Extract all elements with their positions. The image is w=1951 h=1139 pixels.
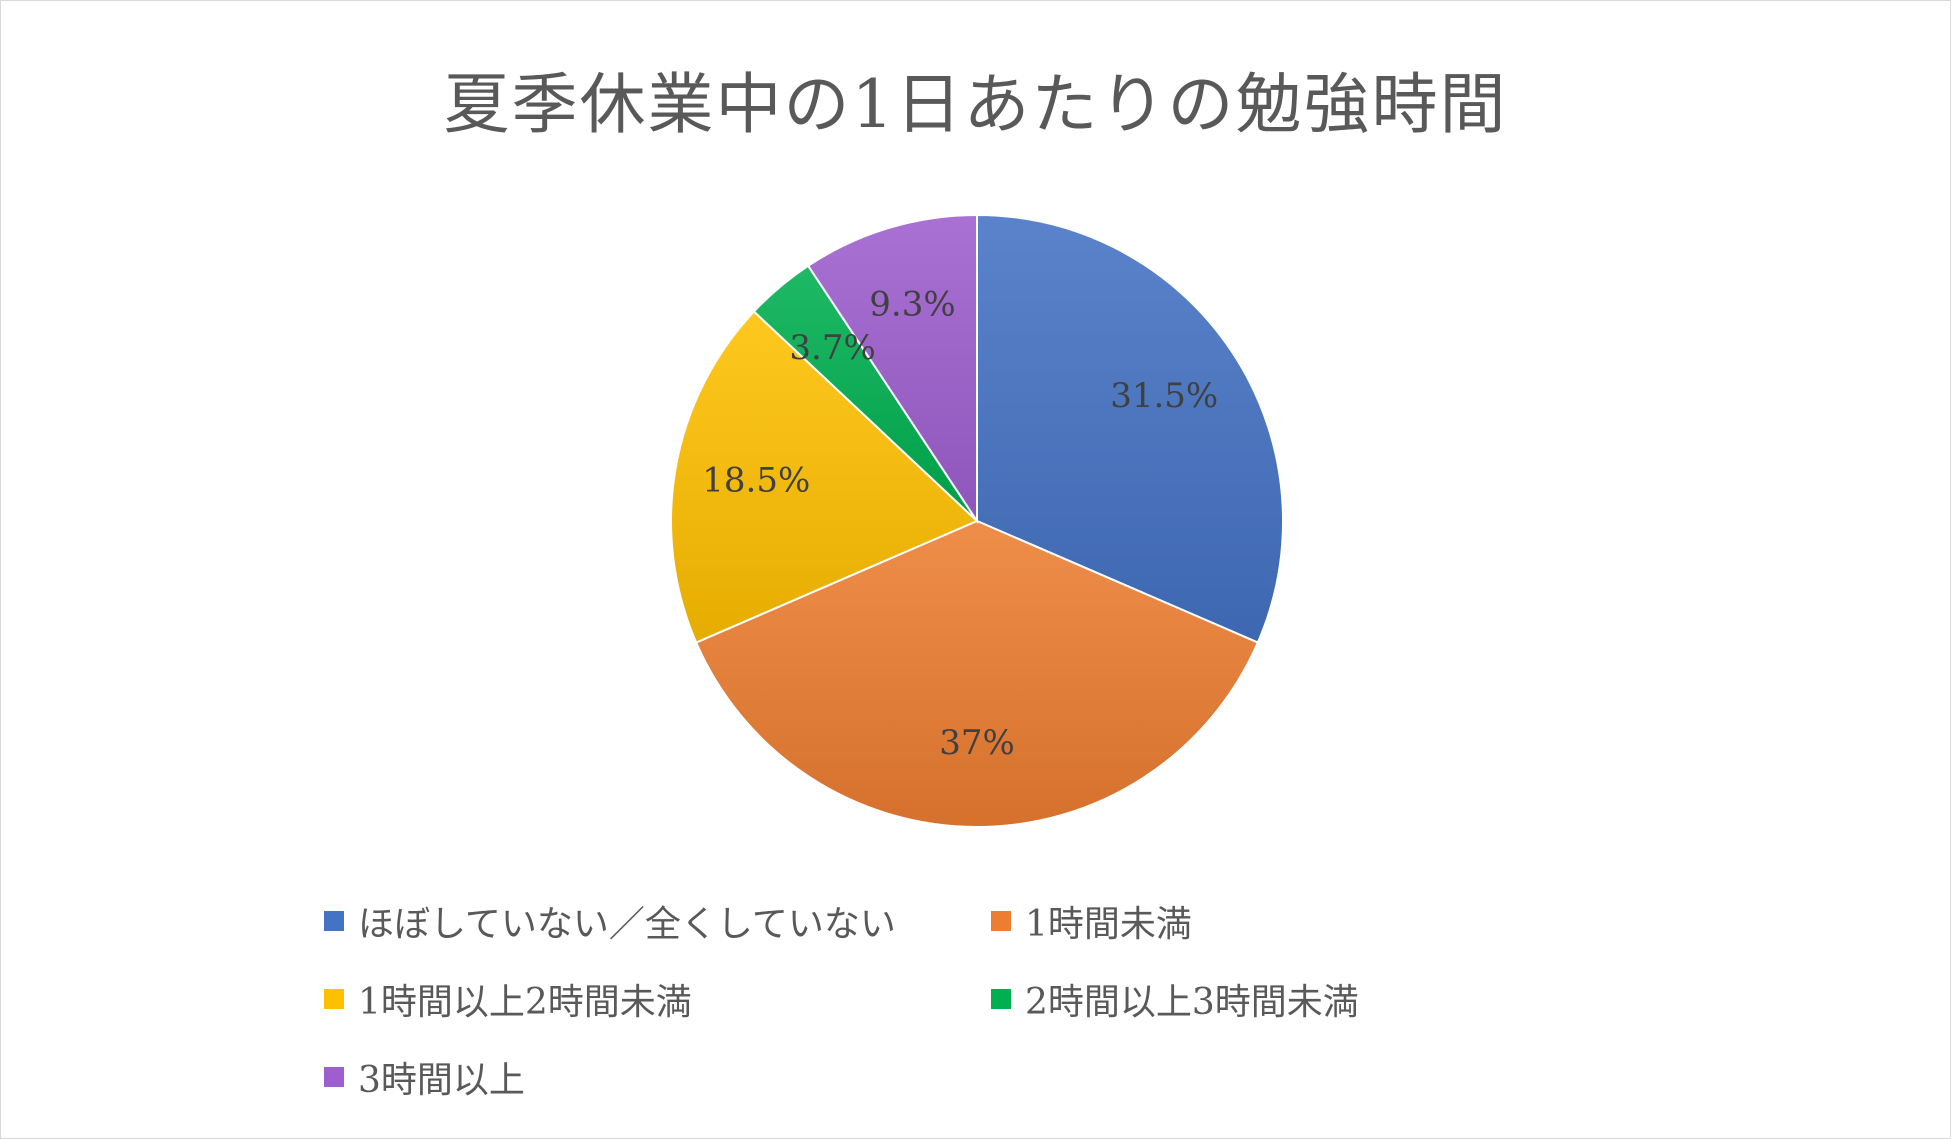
legend-item: 1時間以上2時間未満 bbox=[324, 973, 692, 1025]
pie-slice bbox=[694, 519, 1260, 828]
legend-swatch bbox=[991, 911, 1011, 931]
pie-slice bbox=[976, 213, 1284, 644]
slice-data-label: 3.7% bbox=[789, 328, 875, 368]
legend-swatch bbox=[324, 989, 344, 1009]
slice-data-label: 9.3% bbox=[869, 285, 955, 325]
legend-label: 3時間以上 bbox=[358, 1060, 525, 1101]
legend-swatch bbox=[324, 911, 344, 931]
legend-swatch bbox=[991, 989, 1011, 1009]
slice-data-label: 31.5% bbox=[1110, 376, 1218, 416]
slice-data-label: 37% bbox=[939, 723, 1015, 763]
pie-data-labels: 31.5% 37% 18.5% 3.7%9.3% bbox=[702, 285, 1218, 764]
legend-label: 1時間未満 bbox=[1025, 904, 1192, 945]
legend-label: 1時間以上2時間未満 bbox=[358, 982, 692, 1023]
pie-slice bbox=[670, 310, 979, 644]
legend-label: ほぼしていない／全くしていない bbox=[358, 904, 896, 945]
legend-item: 3時間以上 bbox=[324, 1051, 525, 1103]
legend-label: 2時間以上3時間未満 bbox=[1025, 982, 1359, 1023]
legend-item: ほぼしていない／全くしていない bbox=[324, 895, 896, 947]
legend-swatch bbox=[324, 1067, 344, 1087]
pie-slices bbox=[670, 213, 1284, 828]
slice-data-label: 18.5% bbox=[702, 461, 810, 501]
pie-slice bbox=[806, 213, 978, 525]
chart-title: 夏季休業中の1日あたりの勉強時間 bbox=[443, 66, 1508, 143]
legend-item: 2時間以上3時間未満 bbox=[991, 973, 1359, 1025]
legend-item: 1時間未満 bbox=[991, 895, 1192, 947]
